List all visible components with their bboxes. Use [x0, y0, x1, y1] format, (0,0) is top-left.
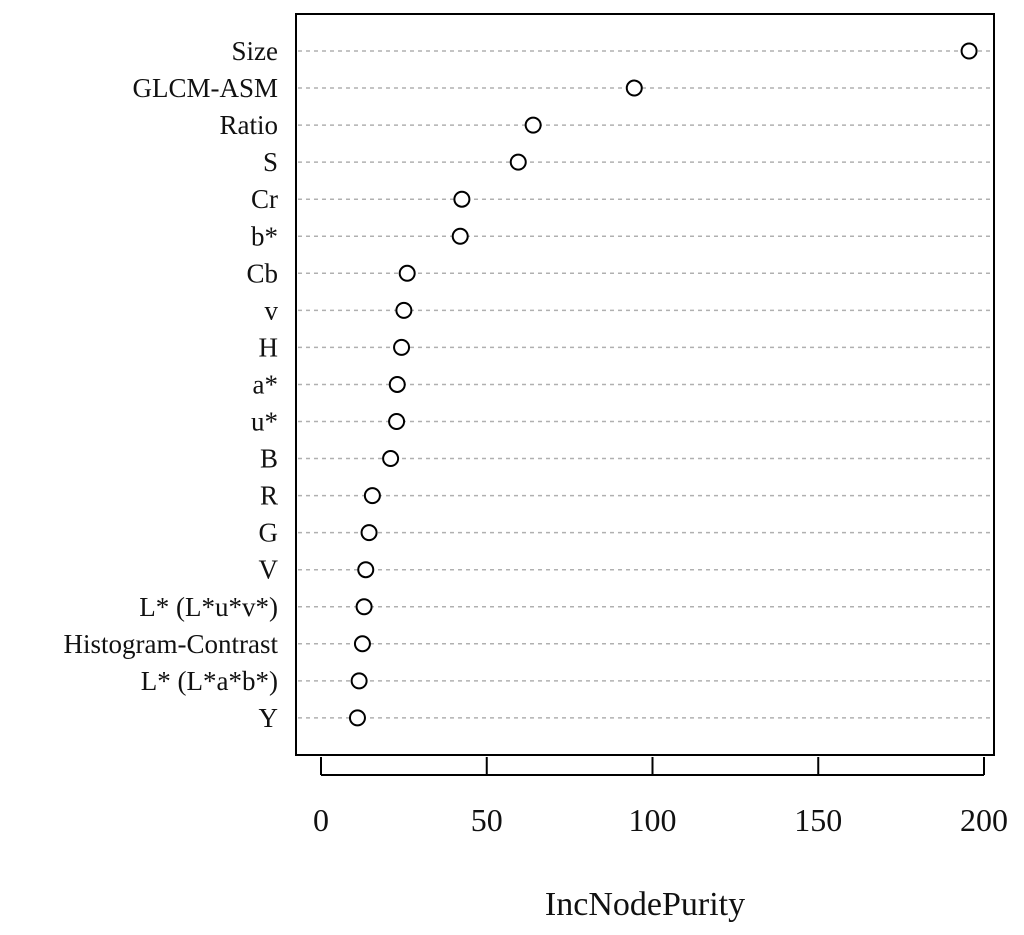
guide-lines [298, 50, 992, 719]
data-point [393, 338, 411, 356]
category-label: H [259, 332, 279, 362]
category-label: GLCM-ASM [132, 73, 278, 103]
category-label: B [260, 444, 278, 474]
data-point [395, 301, 413, 319]
category-label: S [263, 147, 278, 177]
data-point [353, 635, 371, 653]
category-label: Ratio [220, 110, 279, 140]
category-label: L* (L*a*b*) [141, 666, 278, 696]
category-label: L* (L*u*v*) [139, 592, 278, 622]
data-point [524, 116, 542, 134]
x-tick-label: 100 [629, 802, 677, 838]
data-point [355, 598, 373, 616]
data-point [451, 227, 469, 245]
category-label: Y [259, 703, 279, 733]
data-point [348, 709, 366, 727]
x-tick-label: 50 [471, 802, 503, 838]
category-label: G [259, 518, 279, 548]
data-point [360, 524, 378, 542]
data-point [382, 450, 400, 468]
x-tick-label: 0 [313, 802, 329, 838]
x-axis-title: IncNodePurity [545, 886, 745, 923]
data-points [348, 42, 978, 727]
data-point [350, 672, 368, 690]
x-axis: 0 50 100 150 200 [313, 757, 1008, 838]
data-point [357, 561, 375, 579]
category-label: a* [253, 369, 278, 399]
data-point [388, 413, 406, 430]
data-point [960, 42, 978, 60]
category-label: Histogram-Contrast [64, 629, 279, 659]
category-label: Size [232, 36, 279, 66]
data-point [388, 375, 406, 393]
data-point [625, 79, 643, 97]
category-label: u* [251, 407, 278, 437]
plot-frame [295, 13, 995, 756]
data-point [398, 264, 416, 282]
x-tick-label: 200 [960, 802, 1008, 838]
x-tick-label: 150 [794, 802, 842, 838]
category-label: v [265, 295, 279, 325]
data-point [453, 190, 471, 208]
data-point [363, 487, 381, 505]
category-label: Cb [246, 258, 278, 288]
category-label: V [259, 555, 279, 585]
category-label: R [260, 481, 278, 511]
data-point [509, 153, 527, 171]
category-label: Cr [251, 184, 278, 214]
category-label: b* [251, 221, 278, 251]
